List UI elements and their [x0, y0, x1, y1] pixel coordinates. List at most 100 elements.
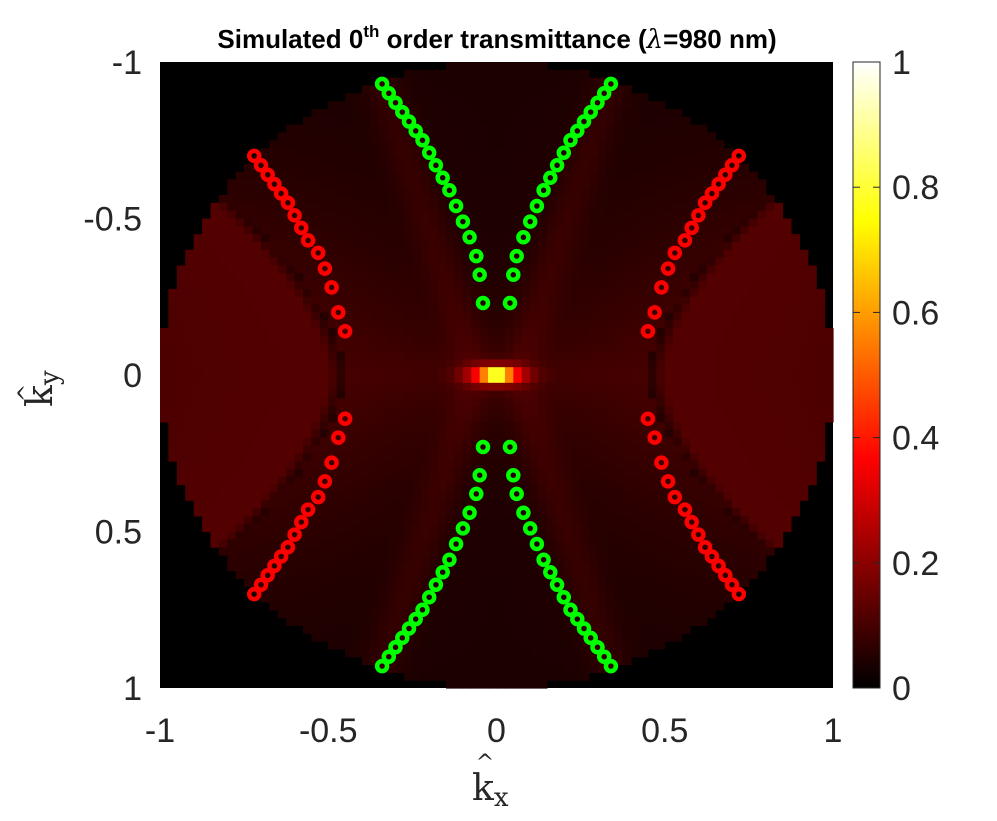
- heatmap-cell: [361, 523, 371, 533]
- heatmap-cell: [336, 249, 346, 259]
- heatmap-cell: [311, 523, 321, 533]
- heatmap-cell: [647, 609, 657, 619]
- heatmap-cell: [294, 140, 304, 149]
- heatmap-cell: [572, 108, 582, 118]
- heatmap-cell: [286, 390, 296, 400]
- heatmap-cell: [387, 226, 397, 235]
- heatmap-cell: [353, 304, 363, 314]
- heatmap-cell: [656, 625, 666, 634]
- heatmap-cell: [799, 304, 809, 314]
- heatmap-cell: [614, 382, 624, 392]
- heatmap-cell: [715, 241, 725, 251]
- heatmap-cell: [277, 288, 287, 298]
- heatmap-cell: [403, 554, 413, 564]
- heatmap-cell: [353, 641, 363, 650]
- heatmap-cell: [286, 476, 296, 486]
- heatmap-cell: [303, 429, 313, 439]
- heatmap-cell: [429, 320, 439, 329]
- heatmap-cell: [437, 101, 447, 110]
- heatmap-cell: [765, 288, 775, 298]
- heatmap-cell: [429, 515, 439, 525]
- heatmap-cell: [614, 328, 624, 337]
- heatmap-cell: [387, 625, 397, 634]
- heatmap-cell: [328, 609, 338, 619]
- heatmap-cell: [530, 140, 540, 149]
- heatmap-cell: [589, 77, 599, 87]
- heatmap-cell: [799, 461, 809, 470]
- heatmap-cell: [597, 445, 607, 454]
- heatmap-cell: [210, 218, 220, 227]
- heatmap-cell: [479, 296, 489, 306]
- heatmap-cell: [328, 468, 338, 478]
- heatmap-cell: [782, 382, 792, 392]
- heatmap-cell: [286, 226, 296, 235]
- heatmap-cell: [471, 155, 481, 165]
- heatmap-cell: [277, 429, 287, 439]
- heatmap-cell: [429, 171, 439, 180]
- heatmap-cell: [488, 62, 498, 71]
- heatmap-cell: [546, 288, 556, 298]
- heatmap-cell: [328, 359, 338, 368]
- heatmap-cell: [504, 281, 514, 290]
- heatmap-cell: [471, 625, 481, 634]
- heatmap-cell: [403, 484, 413, 493]
- heatmap-cell: [252, 437, 262, 447]
- heatmap-cell: [387, 343, 397, 353]
- heatmap-cell: [403, 343, 413, 353]
- heatmap-cell: [387, 531, 397, 540]
- heatmap-cell: [311, 281, 321, 290]
- heatmap-cell: [311, 445, 321, 454]
- heatmap-cell: [597, 124, 607, 134]
- heatmap-cell: [395, 140, 405, 149]
- heatmap-cell: [471, 108, 481, 118]
- heatmap-cell: [698, 320, 708, 329]
- heatmap-cell: [513, 609, 523, 619]
- heatmap-cell: [345, 359, 355, 368]
- heatmap-cell: [336, 273, 346, 282]
- heatmap-cell: [790, 273, 800, 282]
- heatmap-cell: [504, 296, 514, 306]
- heatmap-cell: [799, 390, 809, 400]
- heatmap-cell: [740, 429, 750, 439]
- heatmap-cell: [706, 468, 716, 478]
- heatmap-cell: [546, 77, 556, 87]
- heatmap-cell: [252, 515, 262, 525]
- heatmap-cell: [715, 140, 725, 149]
- heatmap-cell: [202, 257, 212, 267]
- heatmap-cell: [698, 241, 708, 251]
- heatmap-cell: [513, 343, 523, 353]
- heatmap-cell: [361, 108, 371, 118]
- heatmap-cell: [698, 171, 708, 180]
- heatmap-cell: [244, 390, 254, 400]
- heatmap-cell: [361, 155, 371, 165]
- heatmap-cell: [437, 296, 447, 306]
- heatmap-cell: [286, 586, 296, 595]
- heatmap-cell: [412, 468, 422, 478]
- heatmap-cell: [597, 359, 607, 368]
- heatmap-cell: [429, 101, 439, 110]
- heatmap-cell: [193, 492, 203, 501]
- heatmap-cell: [563, 304, 573, 314]
- heatmap-cell: [681, 179, 691, 188]
- heatmap-cell: [664, 265, 674, 274]
- heatmap-cell: [589, 132, 599, 141]
- heatmap-cell: [639, 359, 649, 368]
- heatmap-cell: [614, 648, 624, 658]
- heatmap-cell: [227, 554, 237, 564]
- heatmap-cell: [361, 531, 371, 540]
- heatmap-cell: [757, 547, 767, 556]
- heatmap-cell: [555, 547, 565, 556]
- heatmap-cell: [176, 296, 186, 306]
- heatmap-cell: [589, 390, 599, 400]
- heatmap-cell: [395, 257, 405, 267]
- heatmap-cell: [471, 195, 481, 204]
- heatmap-cell: [260, 320, 270, 329]
- heatmap-cell: [378, 101, 388, 110]
- heatmap-cell: [521, 328, 531, 337]
- heatmap-cell: [353, 523, 363, 533]
- heatmap-cell: [673, 140, 683, 149]
- heatmap-cell: [403, 187, 413, 196]
- heatmap-cell: [521, 617, 531, 627]
- heatmap-cell: [681, 288, 691, 298]
- heatmap-cell: [244, 484, 254, 493]
